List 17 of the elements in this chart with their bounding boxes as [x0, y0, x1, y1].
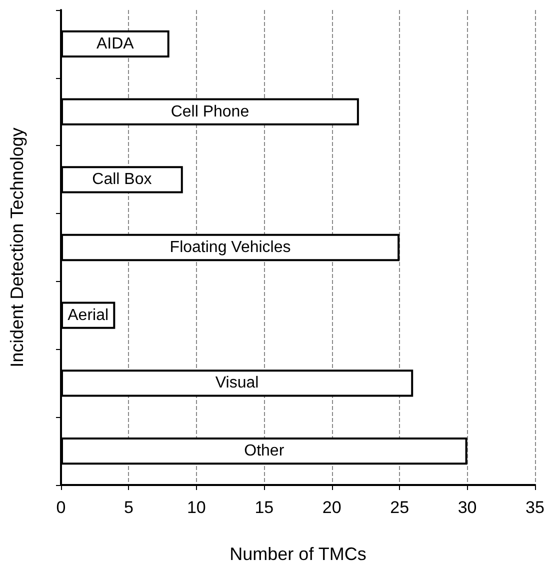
- x-tick-label: 20: [322, 498, 342, 517]
- y-axis-title: Incident Detection Technology: [7, 128, 27, 368]
- x-tick-label: 30: [458, 498, 477, 517]
- x-tick-label: 10: [186, 498, 206, 517]
- y-tick-label: AIDA: [96, 35, 134, 52]
- x-tick-label: 0: [56, 498, 66, 517]
- x-axis-title: Number of TMCs: [230, 544, 366, 564]
- y-tick-label: Other: [244, 442, 285, 460]
- x-tick-label: 25: [390, 498, 410, 517]
- x-tick-label: 5: [124, 498, 134, 517]
- y-tick-label: Cell Phone: [170, 103, 250, 120]
- x-tick-label: 35: [526, 498, 544, 517]
- y-tick-label: Aerial: [68, 306, 109, 324]
- x-tick-label: 15: [254, 498, 274, 517]
- y-tick-label: Visual: [215, 374, 259, 392]
- y-tick-label: Floating Vehicles: [170, 239, 291, 256]
- y-tick-label: Call Box: [92, 171, 152, 188]
